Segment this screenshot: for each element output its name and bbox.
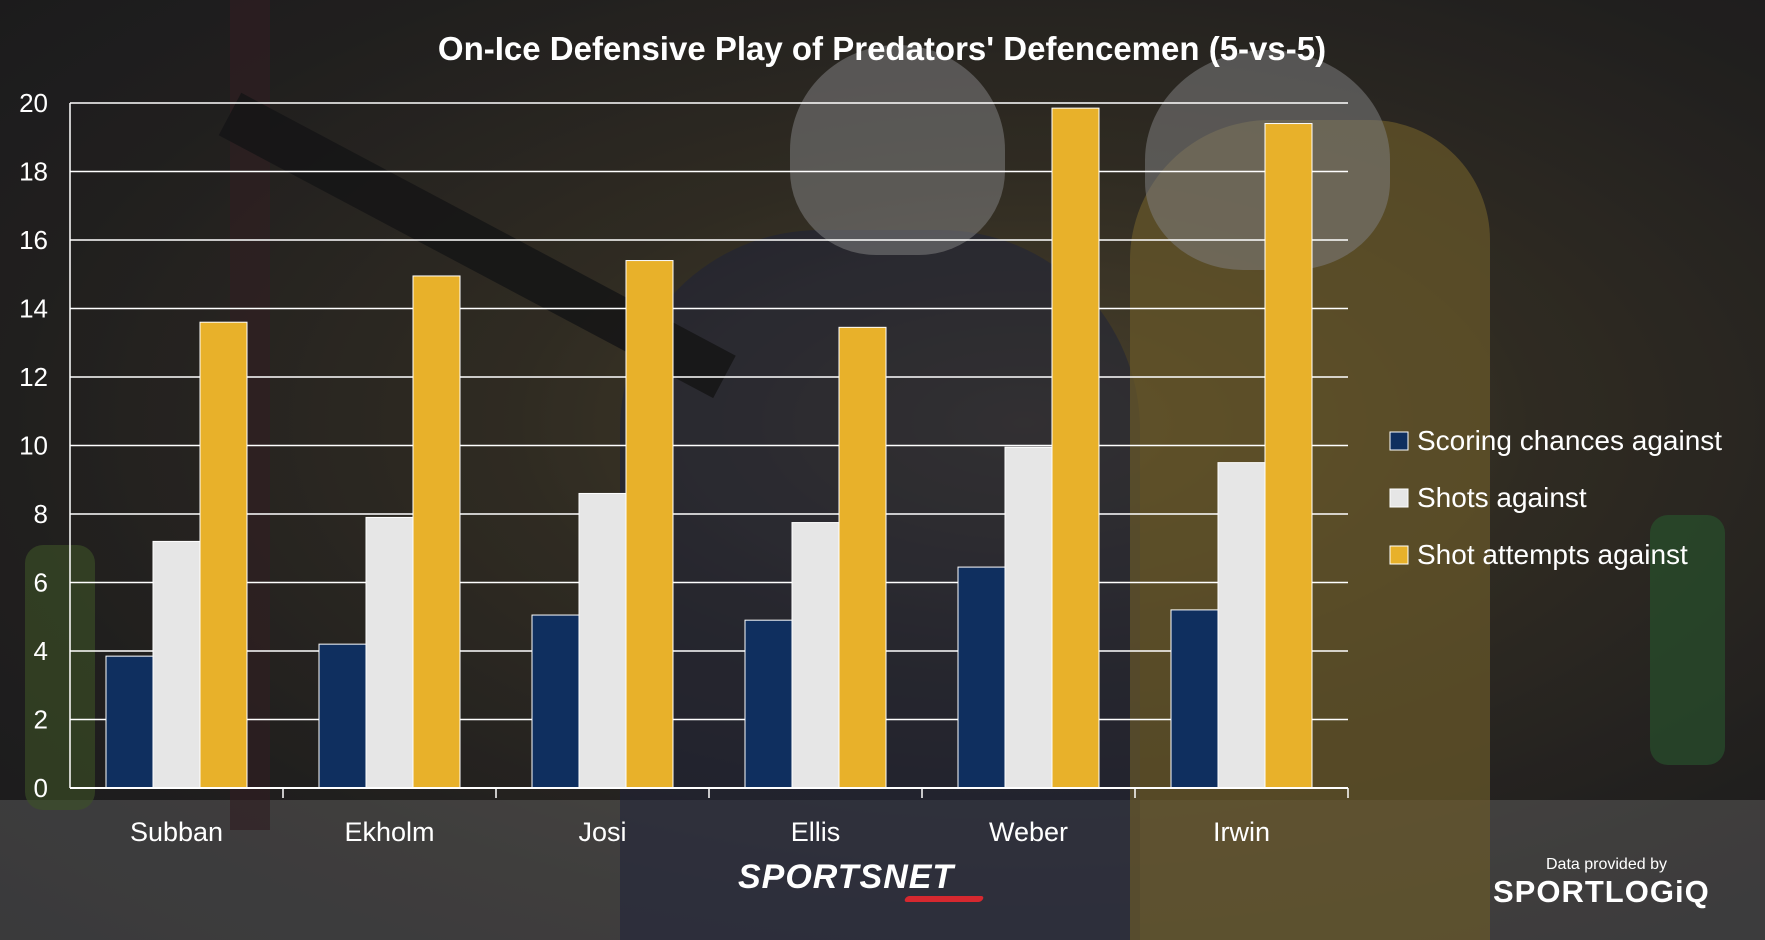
bar-shots-against-josi (578, 492, 627, 789)
legend-swatch (1389, 545, 1409, 565)
bar-shot-attempts-against-subban (199, 321, 248, 789)
legend-swatch (1389, 488, 1409, 508)
bar-shot-attempts-against-irwin (1264, 123, 1313, 789)
bar-shot-attempts-against-ekholm (412, 275, 461, 789)
sportsnet-swoosh-icon (903, 896, 985, 902)
data-credit-label: Data provided by (1546, 856, 1667, 873)
y-tick-label: 2 (34, 705, 48, 735)
y-tick-label: 4 (34, 636, 48, 666)
bar-scoring-chances-against-ellis (744, 619, 793, 789)
y-tick-label: 0 (34, 773, 48, 803)
legend: Scoring chances against Shots against Shot… (1389, 425, 1722, 570)
x-tick-label: Weber (989, 817, 1068, 847)
y-tick-label: 16 (19, 225, 48, 255)
y-tick-label: 6 (34, 568, 48, 598)
bar-scoring-chances-against-ekholm (318, 643, 367, 789)
x-tick-label: Ellis (791, 817, 841, 847)
x-tick-label: Irwin (1213, 817, 1270, 847)
bar-shots-against-irwin (1217, 462, 1266, 789)
grid (70, 102, 1348, 721)
y-tick-label: 20 (19, 88, 48, 118)
y-tick-label: 10 (19, 431, 48, 461)
legend-label: Shots against (1417, 482, 1587, 513)
legend-label: Scoring chances against (1417, 425, 1722, 456)
x-tick-label: Subban (130, 817, 223, 847)
bar-shot-attempts-against-weber (1051, 107, 1100, 789)
bar-shots-against-subban (152, 540, 201, 789)
legend-swatch (1389, 431, 1409, 451)
legend-label: Shot attempts against (1417, 539, 1688, 570)
bar-shot-attempts-against-josi (625, 260, 674, 789)
axes: 0 2 4 6 8 10 12 14 16 18 20 Subban Ekholm Josi Ellis We… (19, 88, 1349, 847)
x-tick-label: Josi (578, 817, 626, 847)
bar-scoring-chances-against-josi (531, 614, 580, 789)
y-tick-label: 8 (34, 499, 48, 529)
bar-scoring-chances-against-subban (105, 655, 154, 789)
chart-title: On-Ice Defensive Play of Predators' Defe… (438, 30, 1326, 67)
bar-shot-attempts-against-ellis (838, 326, 887, 789)
y-tick-label: 12 (19, 362, 48, 392)
sportsnet-logo: SPORTSNET (738, 858, 955, 896)
y-tick-label: 14 (19, 294, 48, 324)
bar-scoring-chances-against-irwin (1170, 609, 1219, 789)
bar-shots-against-ekholm (365, 516, 414, 789)
y-tick-label: 18 (19, 157, 48, 187)
sportlogiq-logo: SPORTLOGiQ (1493, 874, 1710, 909)
x-tick-label: Ekholm (344, 817, 434, 847)
bar-scoring-chances-against-weber (957, 566, 1006, 789)
bar-shots-against-ellis (791, 522, 840, 789)
bars (105, 107, 1313, 789)
bar-shots-against-weber (1004, 446, 1053, 789)
